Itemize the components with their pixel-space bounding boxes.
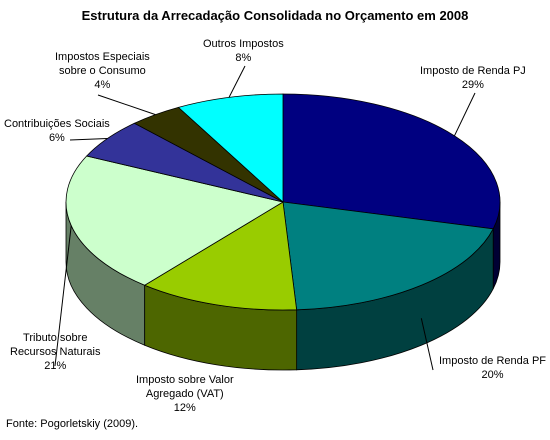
leader-line xyxy=(69,138,108,141)
slice-label-text: Imposto de Renda PF xyxy=(439,355,547,367)
slice-value-text: 6% xyxy=(48,132,65,144)
leader-line xyxy=(228,65,246,98)
slice-value-text: 20% xyxy=(481,369,504,381)
slice-label-text: Recursos Naturais xyxy=(10,346,101,358)
slice-label-text: Imposto sobre Valor xyxy=(136,374,234,386)
slice-value-text: 21% xyxy=(44,360,67,372)
slice-label-text: Impostos Especiais xyxy=(55,51,150,63)
leader-line xyxy=(420,318,434,371)
pie-slice xyxy=(143,201,298,311)
slice-label-consumo: Impostos Especiais sobre o Consumo 4% xyxy=(55,50,150,92)
slice-value-text: 4% xyxy=(94,79,111,91)
pie-slice xyxy=(177,93,284,203)
slice-label-irpf: Imposto de Renda PF 20% xyxy=(439,354,546,382)
slice-label-text: Tributo sobre xyxy=(23,332,88,344)
leader-line xyxy=(454,92,476,137)
slice-label-contribuicoes: Contribuições Sociais 6% xyxy=(4,117,110,145)
pie-tops xyxy=(65,93,501,311)
slice-label-text: Outros Impostos xyxy=(203,38,284,50)
slice-label-recursos: Tributo sobre Recursos Naturais 21% xyxy=(10,331,100,373)
slice-label-text: sobre o Consumo xyxy=(58,65,146,77)
slice-value-text: 8% xyxy=(235,52,252,64)
slice-label-text: Imposto de Renda PJ xyxy=(420,65,526,77)
pie-sides xyxy=(65,201,501,371)
chart-title: Estrutura da Arrecadação Consolidada no … xyxy=(81,8,469,23)
leader-lines xyxy=(54,65,476,371)
pie-slice xyxy=(282,93,501,230)
source-note: Fonte: Pogorletskiy (2009). xyxy=(6,418,139,430)
slice-label-text: Contribuições Sociais xyxy=(4,118,110,130)
slice-value-text: 12% xyxy=(173,402,196,414)
slice-label-irpj: Imposto de Renda PJ 29% xyxy=(420,64,526,92)
pie-slice xyxy=(282,201,494,311)
leader-line xyxy=(54,225,72,367)
slice-value-text: 29% xyxy=(461,79,484,91)
slice-label-vat: Imposto sobre Valor Agregado (VAT) 12% xyxy=(136,373,234,415)
slice-label-outros: Outros Impostos 8% xyxy=(203,37,284,65)
slice-label-text: Agregado (VAT) xyxy=(145,388,224,400)
leader-line xyxy=(97,94,156,116)
